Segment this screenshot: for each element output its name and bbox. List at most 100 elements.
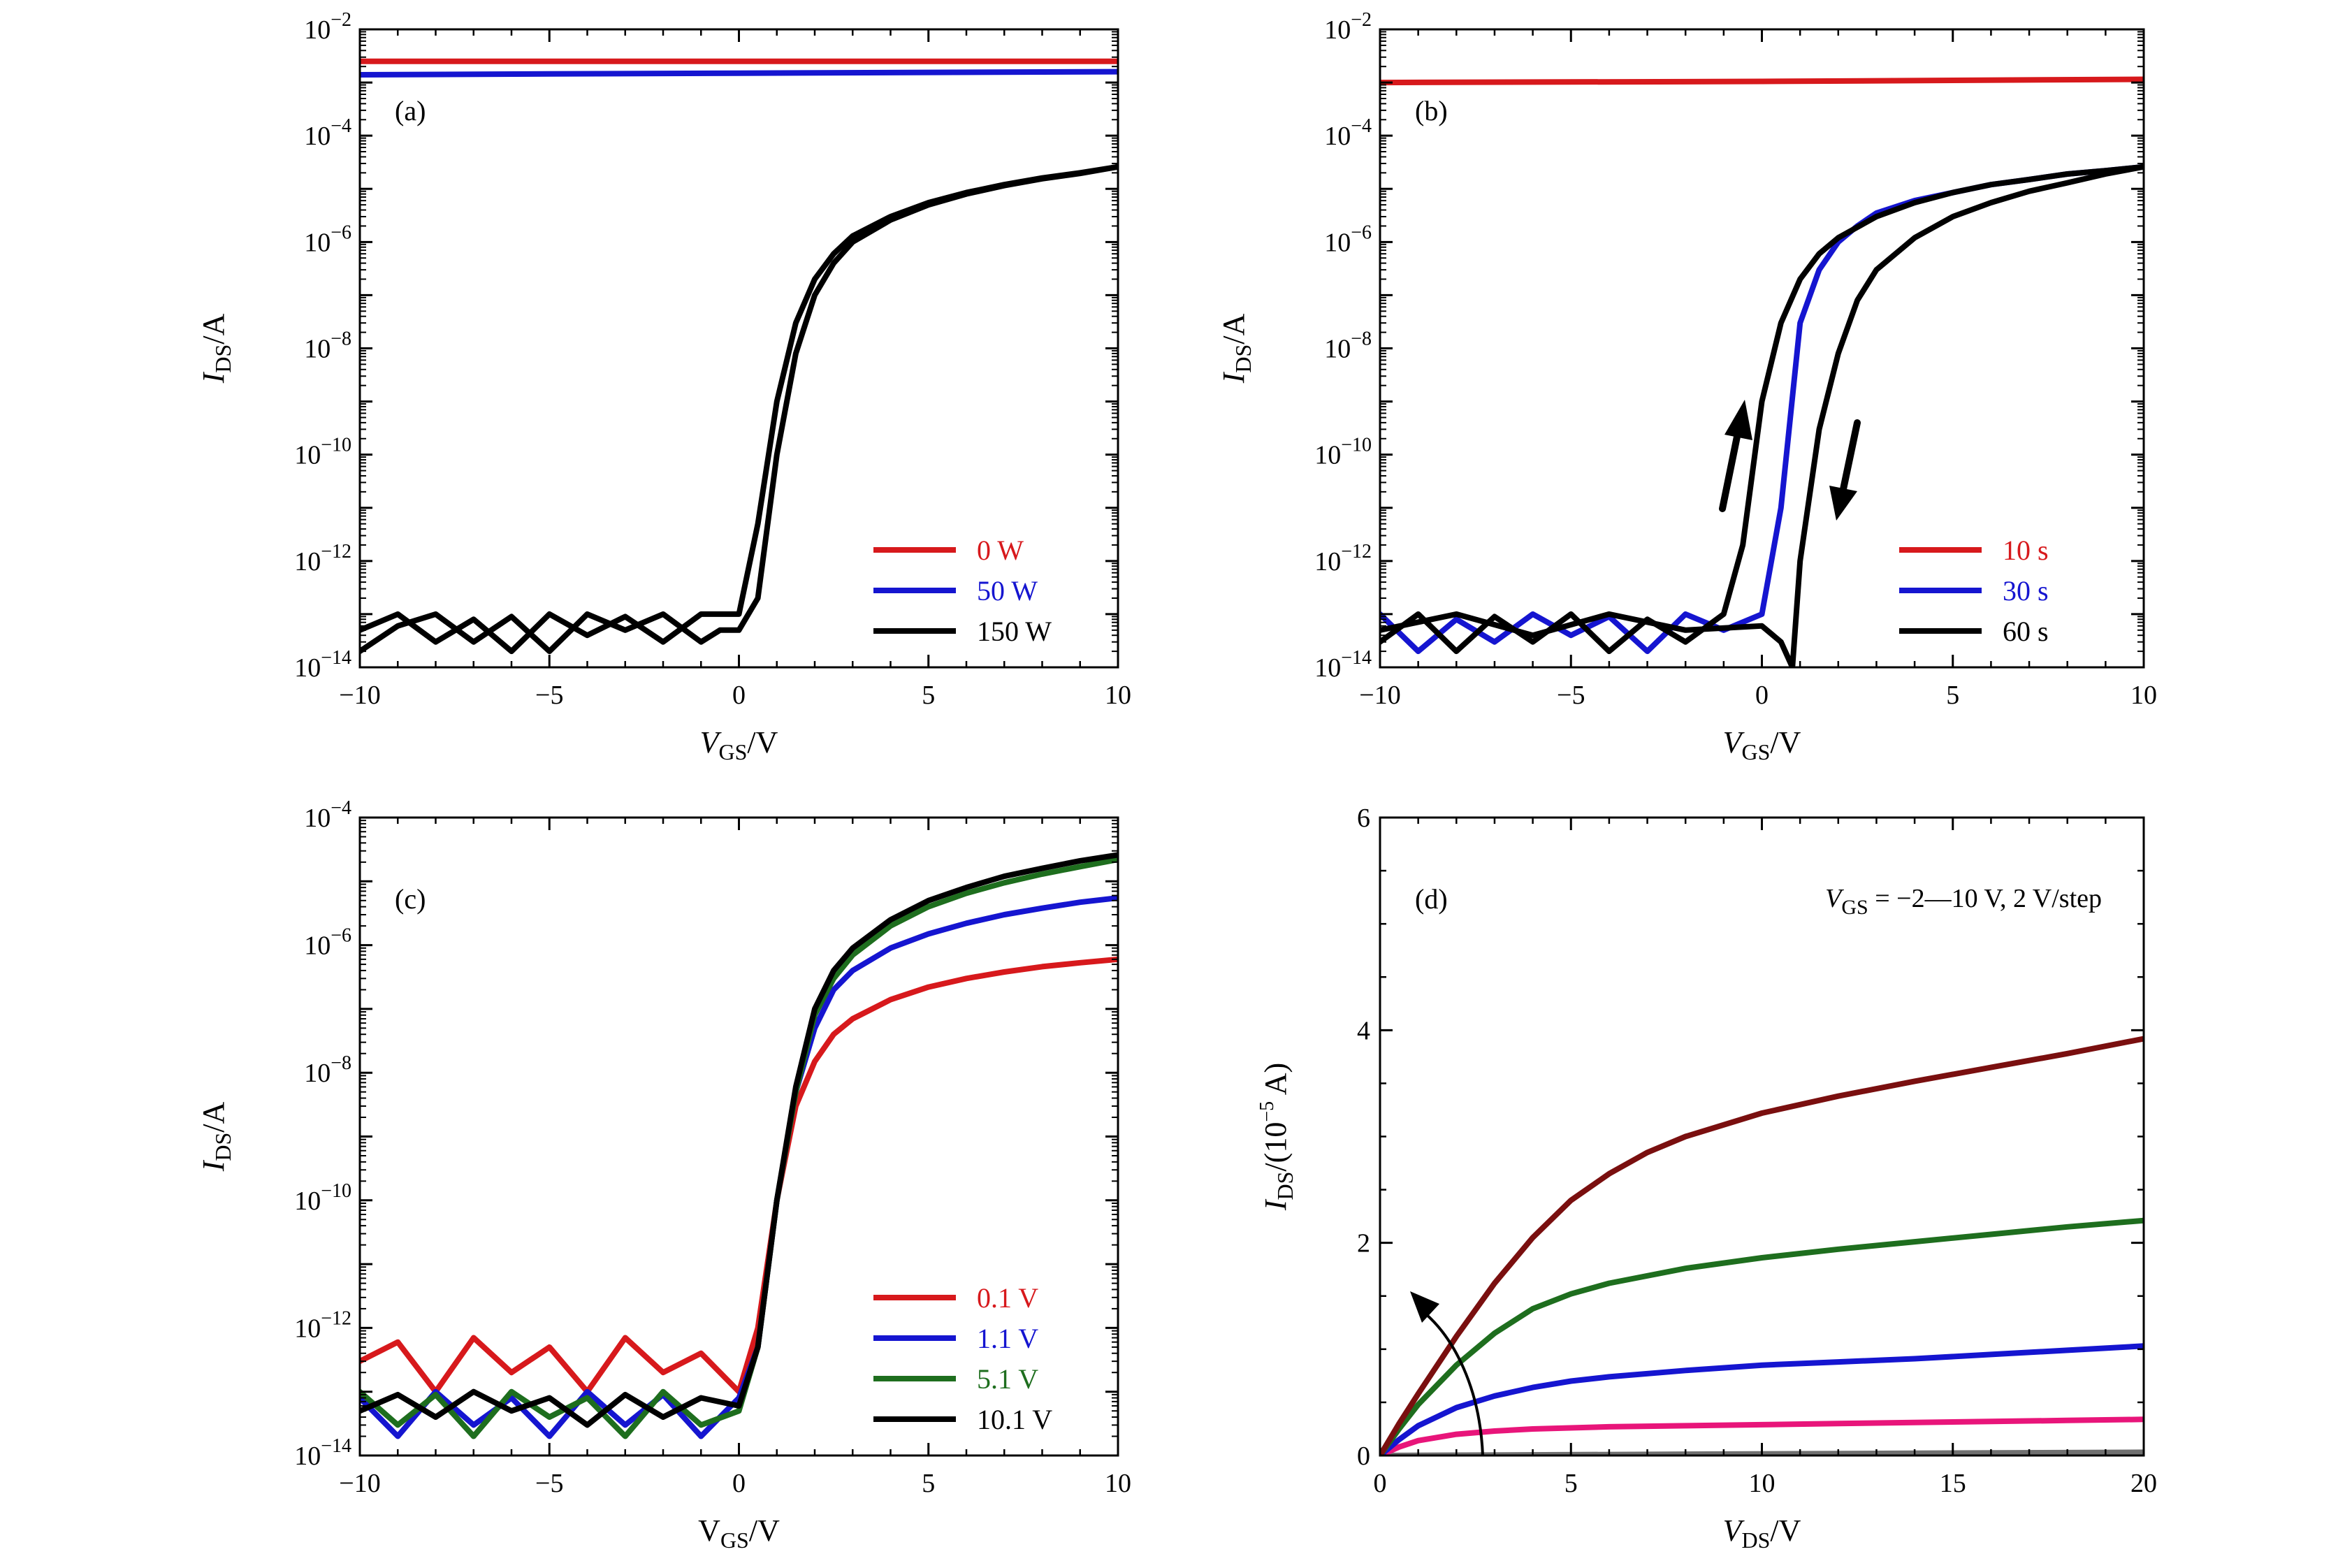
y-axis-title-main: I [196,1159,231,1172]
legend-label: 50 W [977,575,1038,607]
x-tick-label: 0 [732,1469,746,1498]
y-axis-title-rest: /A [196,1101,231,1132]
x-axis-title: VDS/V [1723,1513,1801,1553]
series-group [360,852,1118,1439]
y-tick-label: 10−2 [304,9,351,45]
legend-label: 5.1 V [977,1363,1038,1395]
arrow-up-head [1725,400,1752,440]
legend-label: 10 s [2003,535,2049,566]
x-tick-label: −5 [535,1469,563,1498]
y-tick-base: 10 [294,441,321,470]
y-tick-label: 10−6 [1324,222,1372,257]
x-axis-title-main: V [700,725,723,760]
x-axis-title-sub: GS [718,739,747,764]
x-tick-label: −5 [535,681,563,710]
y-tick-base: 10 [294,1186,321,1216]
panel-label: (b) [1415,95,1448,126]
series-group [360,58,1118,655]
gate-arrow-curve [1424,1312,1484,1456]
sweep-arrow-up [1719,400,1752,512]
y-tick-label: 10−14 [294,647,351,683]
plot-frame [358,28,1119,669]
y-axis-title-main: I [1258,1198,1293,1211]
y-tick-exponent: −8 [331,328,351,350]
series-group [1380,1036,2144,1456]
legend-label: 1.1 V [977,1323,1038,1354]
x-axis-title: VGS/V [698,1513,780,1553]
y-tick-base: 10 [304,335,331,364]
y-tick-exponent: −14 [1341,647,1372,669]
y-axis-title-rest: /(10 [1258,1122,1293,1172]
y-tick-base: 10 [1324,335,1351,364]
legend-label: 0 W [977,535,1024,566]
panel-label: (c) [395,883,426,915]
y-tick-exponent: −6 [1351,222,1372,243]
plot-frame [1379,28,2145,669]
x-axis-title-main: V [698,1513,720,1548]
legend-label: 30 s [2003,575,2049,607]
y-tick-exponent: −2 [1351,9,1372,31]
y-tick-label: 10−14 [294,1435,351,1471]
y-tick-exponent: −4 [331,115,351,137]
y-tick-base: 10 [1314,653,1341,683]
y-axis-title-sub: DS [1230,344,1256,373]
x-axis-title-sub: DS [1741,1527,1770,1553]
y-tick-label: 10−6 [304,925,351,961]
y-tick-label: 10−4 [1324,115,1372,151]
x-tick-label: 10 [1749,1469,1776,1498]
y-tick-base: 10 [294,547,321,576]
y-tick-label: 10−10 [1314,435,1372,470]
annotation-main: V [1825,884,1844,913]
x-axis-title-sub: GS [1741,739,1770,764]
y-tick-label: 10−12 [294,1307,351,1343]
series-line-darkred-4 [1380,1036,2144,1456]
y-tick-label: 10−12 [294,541,351,576]
legend-label: 0.1 V [977,1282,1038,1314]
x-tick-label: 5 [922,681,935,710]
y-tick-label: 10−4 [304,115,351,151]
panel-label: (d) [1415,883,1448,915]
x-tick-label: −10 [1359,681,1400,710]
annotation-rest: = −2—10 V, 2 V/step [1868,884,2102,913]
y-axis-title: IDS/A [196,1101,235,1172]
arrow-down-head [1829,486,1857,521]
x-axis-title: VGS/V [1723,725,1801,764]
y-tick-label: 6 [1357,804,1370,833]
y-tick-exponent: −12 [321,541,351,562]
series-line-150-W-3 [360,164,1118,655]
x-tick-label: 20 [2130,1469,2157,1498]
y-tick-exponent: −14 [321,647,351,669]
y-tick-exponent: −8 [1351,328,1372,350]
x-tick-label: −10 [339,681,380,710]
annotation-label: VGS = −2—10 V, 2 V/step [1825,884,2102,919]
y-axis-title: IDS/(10−5 A) [1256,1063,1298,1211]
series-group [1380,76,2144,667]
panel-a: −10 −5 0 5 1010−210−410−610−810−1010−1210−14… [196,9,1131,764]
y-tick-exponent: −4 [331,797,351,819]
gate-voltage-arrow [1410,1291,1484,1456]
x-tick-label: 10 [1105,681,1131,710]
y-tick-exponent: −12 [321,1307,351,1329]
legend-label: 150 W [977,616,1052,647]
y-axis-title-sub: DS [210,344,235,373]
y-tick-exponent: −6 [331,222,351,243]
y-tick-exponent: −10 [321,1180,351,1202]
panel-label: (a) [395,95,426,126]
y-tick-base: 10 [304,931,331,961]
panel-c: −10 −5 0 5 1010−410−610−810−1010−1210−14VGS/… [196,797,1131,1553]
x-tick-label: 0 [1374,1469,1387,1498]
y-tick-base: 10 [304,804,331,833]
x-axis-title: VGS/V [700,725,778,764]
y-tick-base: 10 [304,1059,331,1088]
y-tick-label: 10−8 [1324,328,1372,364]
y-tick-exponent: −12 [1341,541,1372,562]
legend-label: 60 s [2003,616,2049,647]
panel-b: −10 −5 0 5 1010−210−410−610−810−1010−1210−14… [1217,9,2157,764]
series-line-60-s-3 [1380,164,2144,667]
y-tick-base: 10 [294,1442,321,1471]
y-tick-label: 10−10 [294,1180,351,1216]
y-axis-title-rest: /A [1217,313,1251,344]
y-tick-label: 10−8 [304,1052,351,1088]
